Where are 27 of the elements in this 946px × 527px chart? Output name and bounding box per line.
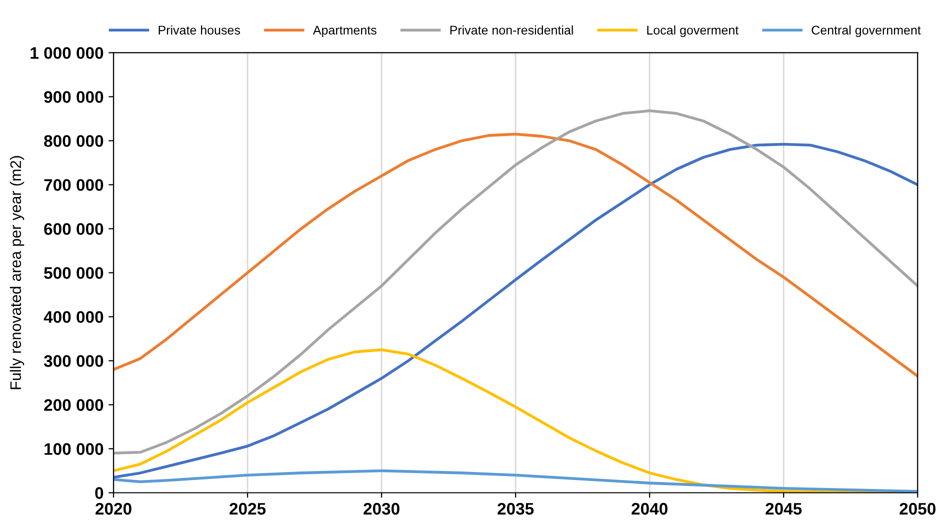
legend-label: Central government [812,25,921,38]
x-tick-label: 2045 [766,502,802,515]
line-series [114,132,918,378]
y-tick-label: 600 000 [44,223,104,235]
x-tick-label: 2040 [632,502,668,515]
x-tick-label: 2020 [96,502,132,515]
x-tick-label: 2025 [230,502,266,515]
y-tick-label: 300 000 [44,355,104,367]
y-tick-label: 0 [95,487,104,499]
y-tick-label: 100 000 [44,443,104,455]
y-tick-label: 1 000 000 [30,47,104,59]
y-axis-title: Fully renovated area per year (m2) [10,156,24,390]
legend-label: Private non-residential [450,25,573,35]
y-tick-label: 400 000 [44,311,104,323]
legend-label: Private houses [158,25,240,35]
x-tick-label: 2030 [364,502,400,515]
line-series [114,109,918,455]
legend-label: Local goverment [647,25,739,38]
y-tick-label: 800 000 [44,135,104,147]
y-tick-label: 700 000 [44,179,104,191]
y-tick-label: 200 000 [44,399,104,411]
x-tick-label: 2050 [900,502,936,515]
x-tick-label: 2035 [498,502,534,515]
legend-label: Apartments [312,26,376,38]
y-tick-label: 900 000 [44,91,104,103]
line-series [114,142,918,479]
y-tick-label: 500 000 [44,267,104,279]
